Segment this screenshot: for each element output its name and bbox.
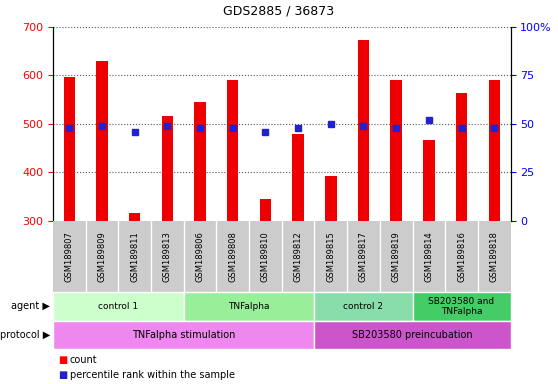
Text: ■: ■: [59, 355, 68, 365]
Bar: [227, 80, 238, 221]
Bar: [315, 292, 412, 321]
Text: control 2: control 2: [344, 302, 383, 311]
Text: GSM189808: GSM189808: [228, 231, 237, 282]
Bar: [412, 292, 511, 321]
Bar: [53, 321, 315, 349]
Text: GDS2885 / 36873: GDS2885 / 36873: [223, 4, 335, 17]
Bar: [488, 80, 500, 221]
Text: GSM189810: GSM189810: [261, 231, 270, 282]
Text: GSM189811: GSM189811: [130, 231, 139, 282]
Bar: [184, 292, 315, 321]
Text: GSM189819: GSM189819: [392, 231, 401, 282]
Bar: [259, 199, 271, 221]
Text: ■: ■: [59, 370, 68, 381]
Text: GSM189806: GSM189806: [196, 231, 205, 282]
Text: GSM189817: GSM189817: [359, 231, 368, 282]
Bar: [97, 61, 108, 221]
Bar: [358, 40, 369, 221]
Text: SB203580 and
TNFalpha: SB203580 and TNFalpha: [429, 296, 494, 316]
Text: control 1: control 1: [98, 302, 138, 311]
Text: count: count: [70, 355, 98, 365]
Bar: [129, 213, 141, 221]
Text: protocol ▶: protocol ▶: [0, 330, 50, 340]
Bar: [292, 134, 304, 221]
Text: GSM189807: GSM189807: [65, 231, 74, 282]
Bar: [423, 140, 435, 221]
Bar: [315, 321, 511, 349]
Text: GSM189812: GSM189812: [294, 231, 302, 282]
Bar: [456, 93, 467, 221]
Text: TNFalpha: TNFalpha: [228, 302, 270, 311]
Bar: [64, 77, 75, 221]
Bar: [391, 80, 402, 221]
Text: GSM189809: GSM189809: [98, 231, 107, 282]
Text: GSM189818: GSM189818: [490, 231, 499, 282]
Text: GSM189814: GSM189814: [425, 231, 434, 282]
Bar: [53, 292, 184, 321]
Text: GSM189816: GSM189816: [457, 231, 466, 282]
Text: TNFalpha stimulation: TNFalpha stimulation: [132, 330, 235, 340]
Text: GSM189815: GSM189815: [326, 231, 335, 282]
Text: GSM189813: GSM189813: [163, 231, 172, 282]
Text: agent ▶: agent ▶: [11, 301, 50, 311]
Bar: [194, 101, 206, 221]
Bar: [325, 176, 336, 221]
Bar: [162, 116, 173, 221]
Text: percentile rank within the sample: percentile rank within the sample: [70, 370, 235, 381]
Text: SB203580 preincubation: SB203580 preincubation: [352, 330, 473, 340]
